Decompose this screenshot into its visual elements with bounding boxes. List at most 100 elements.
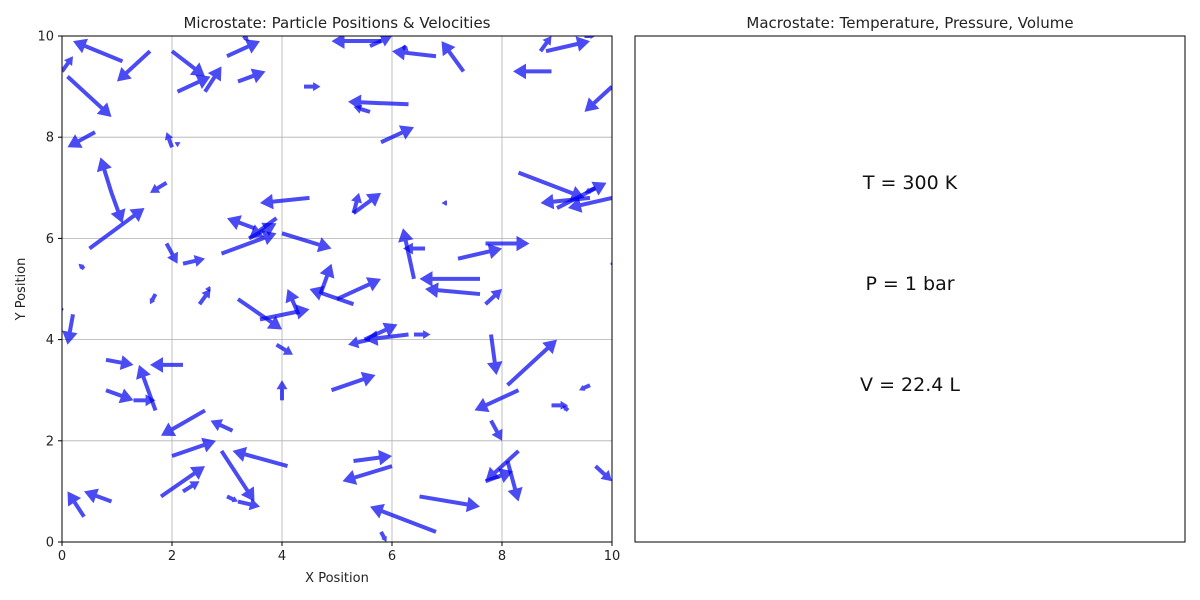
- velocity-arrow-78: [330, 371, 376, 393]
- velocity-arrow-49: [540, 193, 591, 210]
- microstate-axes-frame: [61, 35, 613, 543]
- velocity-arrow-23: [380, 125, 414, 145]
- velocity-arrow-22: [353, 104, 371, 114]
- velocity-arrow-10: [304, 82, 321, 92]
- pressure-text: P = 1 bar: [865, 273, 954, 295]
- x-tick-label-2: 4: [278, 549, 286, 564]
- velocity-arrow-55: [205, 286, 211, 292]
- velocity-arrow-61: [336, 277, 381, 301]
- x-ticks: 0 2 4 6 8 10: [58, 542, 620, 564]
- macrostate-panel: Macrostate: Temperature, Pressure, Volum…: [634, 14, 1186, 543]
- x-tick-label-4: 8: [498, 549, 506, 564]
- velocity-arrow-104: [505, 460, 523, 502]
- velocity-arrow-62: [419, 271, 480, 287]
- velocity-arrow-1: [62, 56, 73, 73]
- volume-text: V = 22.4 L: [860, 374, 960, 396]
- velocity-arrow-80: [506, 339, 557, 387]
- velocity-arrow-27: [150, 181, 168, 193]
- velocity-arrow-95: [181, 481, 200, 494]
- velocity-arrow-30: [88, 208, 145, 251]
- velocity-arrow-15: [441, 41, 466, 73]
- velocity-arrow-3: [117, 49, 152, 82]
- velocity-arrow-34: [248, 222, 277, 241]
- x-tick-label-5: 10: [604, 549, 621, 564]
- velocity-arrow-71: [275, 342, 293, 355]
- velocity-arrow-50: [584, 185, 597, 194]
- velocity-arrow-31: [260, 193, 310, 210]
- velocity-arrow-91: [232, 446, 289, 469]
- velocity-arrow-11: [331, 36, 381, 49]
- y-tick-label-5: 10: [37, 30, 54, 45]
- x-axis-label: X Position: [305, 571, 369, 586]
- velocity-arrow-69: [364, 330, 409, 346]
- velocity-arrow-42: [441, 200, 447, 206]
- velocity-arrow-14: [392, 44, 437, 61]
- velocity-arrow-4: [170, 49, 205, 77]
- velocity-arrow-36: [164, 242, 178, 264]
- velocity-arrow-19: [584, 36, 596, 39]
- velocity-arrow-7: [226, 39, 260, 59]
- velocity-arrow-90: [219, 449, 255, 502]
- x-tick-label-1: 2: [168, 549, 176, 564]
- y-tick-label-2: 4: [46, 333, 54, 348]
- velocity-arrow-37: [182, 255, 205, 267]
- velocity-arrow-20: [584, 85, 612, 112]
- velocity-arrow-72: [105, 355, 134, 370]
- velocity-arrow-45: [457, 243, 502, 261]
- velocity-arrow-6: [176, 74, 211, 94]
- velocity-arrow-35: [220, 230, 277, 256]
- velocity-arrow-89: [171, 437, 216, 458]
- y-axis-label: Y Position: [14, 258, 29, 322]
- velocity-arrow-81: [579, 383, 591, 391]
- velocity-arrow-26: [174, 142, 181, 148]
- velocity-arrow-17: [545, 36, 590, 54]
- x-tick-label-0: 0: [58, 549, 66, 564]
- velocity-arrow-86: [489, 419, 503, 441]
- velocity-arrow-41: [352, 192, 381, 215]
- velocity-arrow-93: [342, 464, 393, 485]
- velocity-arrow-96: [237, 498, 260, 511]
- velocity-arrow-82: [474, 388, 520, 413]
- velocity-arrow-58: [285, 289, 301, 316]
- velocity-arrow-65: [62, 313, 78, 345]
- velocity-arrow-12: [369, 36, 392, 48]
- velocity-arrow-79: [487, 334, 503, 375]
- velocity-arrow-63: [425, 282, 481, 298]
- velocity-arrow-76: [133, 394, 156, 407]
- velocity-arrow-70: [414, 330, 431, 339]
- microstate-panel: Microstate: Particle Positions & Velocit…: [14, 14, 620, 586]
- velocity-arrow-102: [419, 494, 480, 513]
- y-tick-label-1: 2: [46, 434, 54, 449]
- velocity-arrow-44: [403, 242, 425, 255]
- velocity-arrow-39: [281, 231, 332, 253]
- velocity-arrow-5: [203, 66, 222, 93]
- velocity-arrow-99: [84, 488, 113, 504]
- velocity-arrow-77: [276, 380, 288, 401]
- velocity-arrow-18: [513, 63, 552, 80]
- velocity-arrow-74: [136, 364, 158, 412]
- velocity-arrow-94: [159, 466, 205, 499]
- y-ticks: 0 2 4 6 8 10: [37, 30, 62, 551]
- macrostate-title: Macrostate: Temperature, Pressure, Volum…: [746, 14, 1073, 32]
- y-tick-label-0: 0: [46, 536, 54, 551]
- velocity-arrow-0: [73, 38, 124, 64]
- x-tick-label-3: 6: [388, 549, 396, 564]
- velocity-arrow-87: [161, 408, 206, 436]
- velocity-arrow-97: [226, 494, 238, 503]
- temperature-text: T = 300 K: [862, 172, 958, 194]
- velocity-arrow-33: [227, 215, 256, 231]
- velocity-arrow-24: [67, 130, 96, 148]
- velocity-arrow-29: [109, 192, 126, 224]
- velocity-arrow-51: [568, 195, 612, 213]
- macrostate-axes-frame: [634, 35, 1186, 543]
- velocity-arrow-53: [149, 293, 158, 305]
- velocity-arrow-84: [551, 400, 568, 410]
- velocity-arrow-92: [353, 449, 392, 466]
- velocity-arrow-54: [197, 289, 211, 306]
- velocity-arrow-105: [594, 464, 612, 482]
- velocity-arrow-16: [538, 36, 552, 53]
- velocity-arrow-57: [259, 304, 310, 322]
- velocity-arrow-8: [237, 68, 266, 84]
- velocity-arrow-25: [164, 132, 174, 149]
- velocity-arrow-28: [96, 157, 114, 194]
